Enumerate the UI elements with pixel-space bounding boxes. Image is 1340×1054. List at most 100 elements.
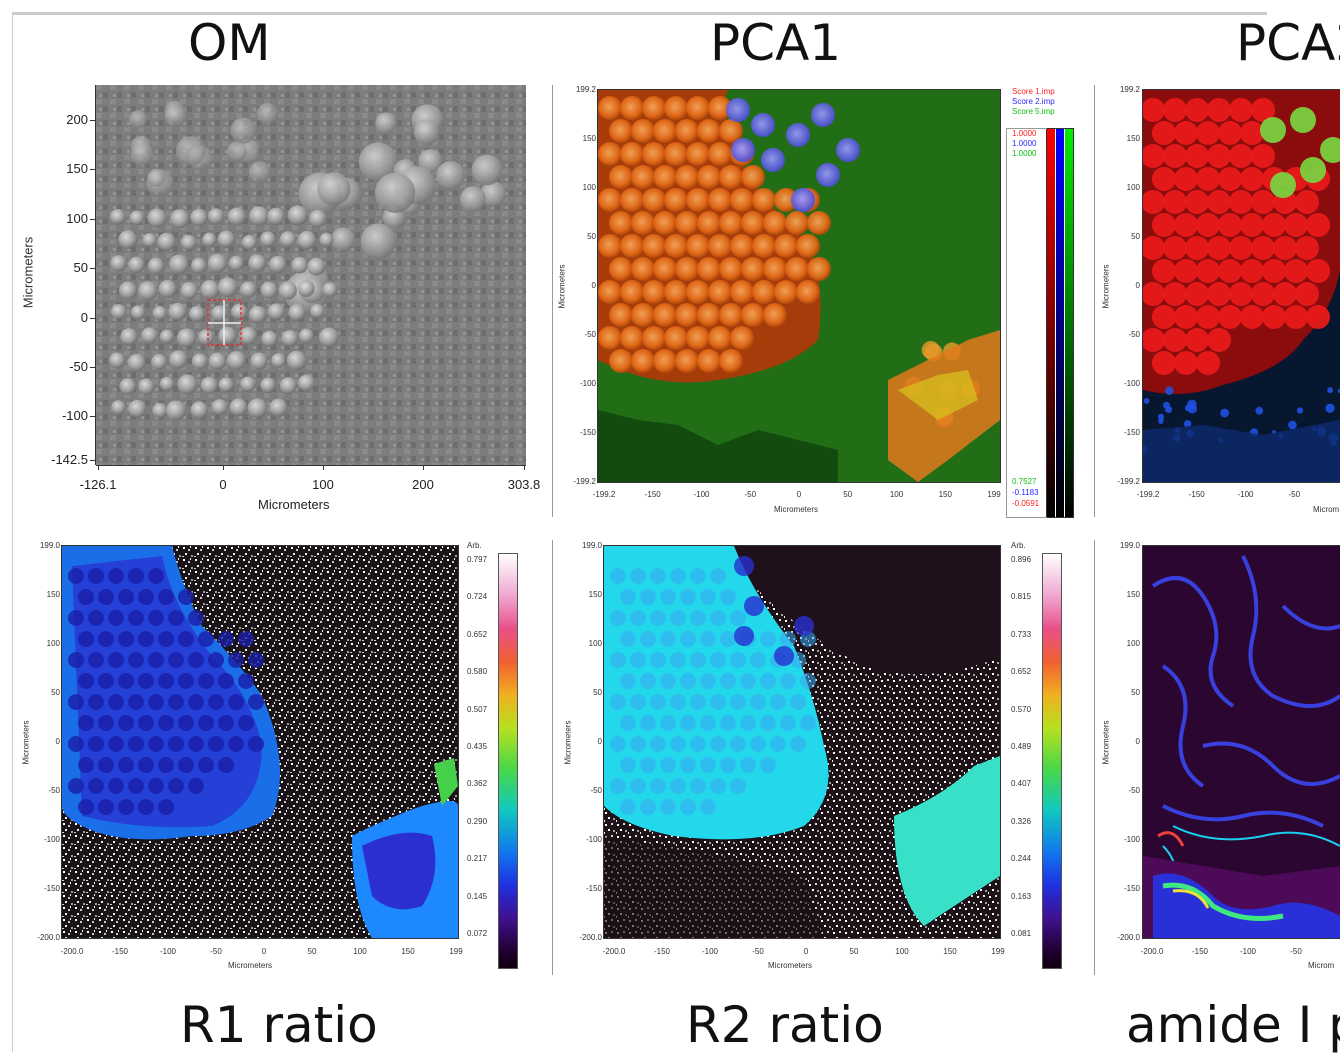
pca2-frame [1142,89,1340,483]
cell-blob [686,96,710,120]
cell-blob [278,281,297,300]
cell-blob [267,303,285,321]
cell-blob [200,376,218,395]
cell-blob [287,205,308,226]
cell-blob [675,119,699,143]
y-tick-label: 199.2 [575,85,596,94]
cell-blob [418,149,443,174]
cell-blob [800,715,816,731]
cell-blob [1165,406,1173,414]
cell-blob [78,757,94,773]
cell-blob [229,398,248,417]
cell-blob [1255,406,1264,415]
cell-blob [598,326,622,350]
cell-blob [375,172,416,213]
cell-blob [710,610,726,626]
cell-blob [1207,144,1231,168]
cell-blob [610,652,626,668]
x-tick-label: -100 [1237,490,1254,499]
cell-blob [719,165,743,189]
x-tick-label: -199.2 [1136,490,1160,499]
cell-blob [1152,351,1176,375]
cell-blob [620,280,644,304]
cell-blob [322,282,338,298]
cell-blob [375,112,397,134]
cell-blob [198,715,214,731]
x-tick-label: 200 [412,477,434,492]
cell-blob [148,778,164,794]
cell-blob [138,799,154,815]
colorbar-tick-label: 0.580 [467,667,488,677]
x-tick-label: -50 [1290,947,1302,956]
cell-blob [1284,305,1308,329]
cell-blob [1185,98,1209,122]
cell-blob [1306,259,1330,283]
x-tick-label: 199 [449,947,463,956]
y-tick-label: -100 [43,835,60,844]
y-tick-label: 100 [582,183,596,192]
y-tick-label: -50 [69,359,88,374]
cell-blob [108,652,124,668]
amide-frame [1142,545,1340,939]
y-tick-mark [90,416,95,417]
r2-xlabel: Micrometers [768,961,813,970]
cell-blob [1163,282,1187,306]
cell-blob [686,188,710,212]
cell-blob [697,349,721,373]
y-tick-mark [90,318,95,319]
cell-blob [690,568,706,584]
cell-blob [88,610,104,626]
cell-blob [1185,236,1209,260]
cell-blob [620,326,644,350]
cell-blob [208,352,227,370]
x-tick-label: 150 [943,947,957,956]
cell-blob [118,230,138,249]
y-tick-label: -50 [590,786,602,795]
cell-blob [138,715,154,731]
cell-blob [1174,351,1198,375]
x-tick-label: -100 [159,947,176,956]
cell-blob [1262,213,1286,237]
cell-blob [247,398,268,419]
cell-blob [1273,282,1297,306]
y-tick-label: -150 [1123,884,1140,893]
colorbar-tick-label: 0.797 [467,555,488,564]
cell-blob [697,257,721,281]
cell-blob [761,148,785,172]
cell-blob [670,610,686,626]
x-tick-mark [223,465,224,470]
pca1-xlabel: Micrometers [774,505,819,514]
cell-blob [98,715,114,731]
cell-blob [598,280,622,304]
cell-blob [816,163,840,187]
cell-blob [664,280,688,304]
cell-blob [88,652,104,668]
cell-blob [610,568,626,584]
y-tick-label: 0 [1135,281,1140,290]
cell-blob [68,568,84,584]
cell-blob [700,673,716,689]
cell-blob [157,232,176,251]
cell-blob [1143,328,1165,352]
cell-blob [138,378,155,395]
colorbar-tick-label: 0.652 [1011,667,1032,677]
cell-blob [78,589,94,605]
cell-blob [1306,213,1330,237]
title-pca2: PCA2 [1236,14,1340,72]
cell-blob [610,610,626,626]
cell-blob [238,673,254,689]
cell-blob [68,652,84,668]
cell-blob [686,142,710,166]
cell-blob [750,652,766,668]
cell-blob [650,652,666,668]
x-tick-label: -100 [693,490,710,499]
cell-blob [88,694,104,710]
legend-min-value: 0.7527 [1012,477,1037,486]
cell-blob [675,349,699,373]
cell-blob [88,736,104,752]
cell-blob [159,376,175,392]
cell-blob [774,646,794,666]
cell-blob [147,208,167,228]
cell-blob [1240,167,1264,191]
x-tick-label: 199 [987,490,1001,499]
